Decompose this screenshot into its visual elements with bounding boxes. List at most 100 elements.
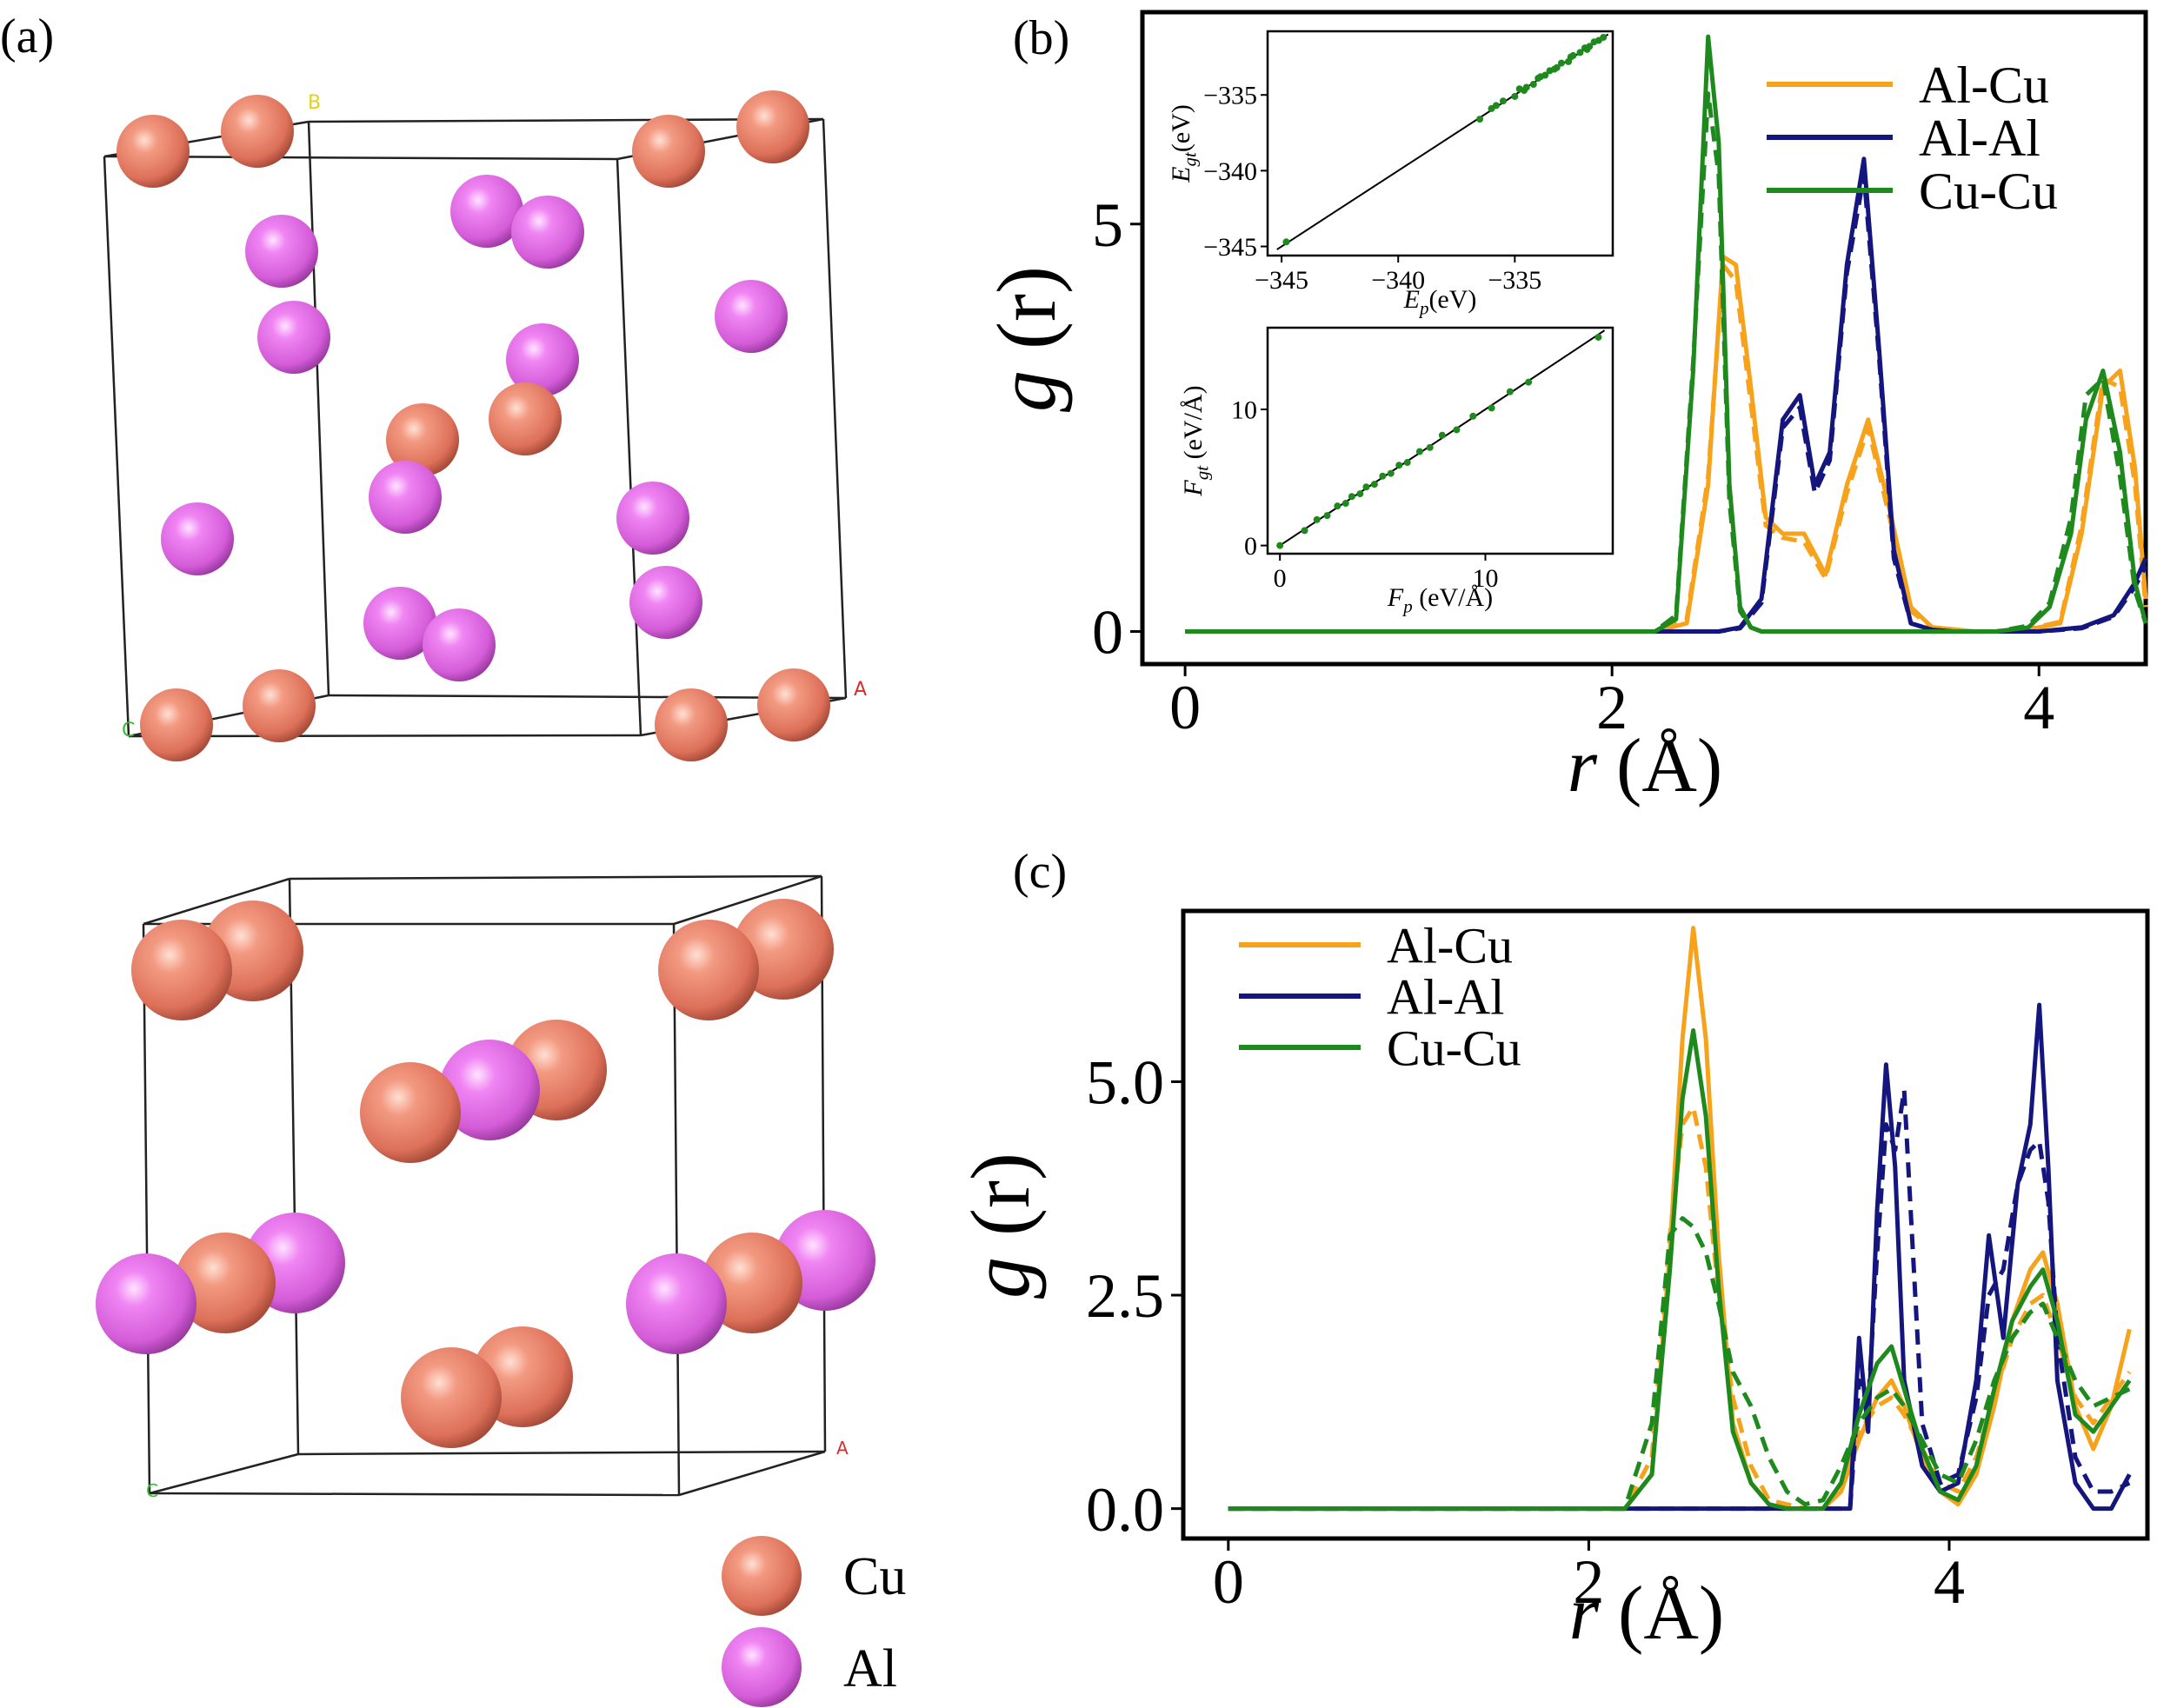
cu-atom	[360, 1062, 461, 1163]
inset-point	[1488, 404, 1495, 412]
cu-atom	[243, 669, 316, 742]
inset-x-axis-label: Ep(eV)	[1403, 285, 1477, 319]
inset-point	[1525, 378, 1533, 386]
x-axis-label: r (Å)	[1568, 724, 1722, 808]
x-tick-label: 4	[2023, 673, 2054, 742]
series-cu-cu-solid	[1228, 1028, 2132, 1512]
inset-point	[1536, 73, 1544, 81]
al-atom	[629, 566, 702, 639]
al-atom	[369, 461, 442, 534]
x-tick-label: 2	[1596, 673, 1628, 742]
inset-point	[1453, 426, 1461, 434]
axis-marker-a: A	[854, 679, 867, 701]
series-cu-cu-dashed	[1185, 91, 2148, 634]
y-tick-label: 5	[1092, 190, 1123, 260]
cu-atom	[175, 1233, 276, 1333]
inset-x-tick-label: −335	[1488, 266, 1541, 295]
legend-label-al-al: Al-Al	[1919, 110, 2040, 167]
cu-atom	[757, 668, 830, 741]
y-axis-label: g (r)	[980, 266, 1073, 412]
legend-label-al-cu: Al-Cu	[1919, 56, 2049, 114]
al-atom	[450, 175, 523, 248]
legend-label-cu-cu: Cu-Cu	[1387, 1020, 1521, 1076]
inset-x-tick-label: 0	[1274, 564, 1287, 593]
inset-point	[1438, 431, 1446, 439]
al-atom	[257, 301, 330, 374]
inset-point	[1313, 515, 1321, 523]
legend-label-al-cu: Al-Cu	[1387, 917, 1513, 974]
inset-point	[1348, 493, 1355, 501]
inset-point	[1594, 333, 1602, 341]
cu-atom	[117, 115, 190, 188]
cu-atom	[658, 920, 759, 1020]
cu-atom	[736, 90, 809, 163]
cu-atom	[140, 688, 213, 761]
top-cell-atoms	[117, 90, 830, 761]
inset-point	[1362, 483, 1370, 491]
cu-atom	[401, 1347, 502, 1448]
inset-y-tick-label: 10	[1231, 395, 1257, 424]
x-tick-label: 4	[1934, 1547, 1965, 1617]
cu-atom	[131, 920, 232, 1020]
inset-point	[1403, 459, 1411, 467]
al-legend-label: Al	[843, 1639, 897, 1698]
al-legend-icon	[722, 1627, 802, 1707]
inset-point	[1583, 45, 1591, 53]
al-atom	[715, 280, 788, 353]
legend-label-al-al: Al-Al	[1387, 968, 1504, 1025]
series-al-al-dashed	[1228, 1087, 2131, 1512]
inset-point	[1276, 542, 1284, 549]
axis-marker-c-bottom: C	[146, 1480, 158, 1501]
panel-a-label: (a)	[0, 10, 54, 63]
inset-point	[1301, 527, 1308, 535]
inset-point	[1550, 65, 1558, 73]
inset-point	[1529, 81, 1537, 89]
legend-label-cu-cu: Cu-Cu	[1919, 163, 2058, 220]
cu-legend-icon	[722, 1536, 802, 1616]
panel-b-label: (b)	[1013, 11, 1069, 65]
x-axis-label: r (Å)	[1569, 1572, 1724, 1656]
inset-point	[1282, 238, 1290, 246]
inset-point	[1387, 469, 1395, 477]
inset-y-tick-label: −345	[1203, 233, 1257, 262]
axis-marker-a-bottom: A	[836, 1438, 849, 1459]
atom-legend: Cu Al	[722, 1536, 906, 1707]
inset-x-tick-label: 10	[1472, 564, 1498, 593]
inset-point	[1506, 388, 1514, 395]
cu-atom	[489, 382, 562, 455]
al-atom	[96, 1253, 196, 1354]
y-tick-label: 0	[1092, 598, 1123, 668]
axis-marker-b: B	[308, 92, 321, 114]
al-atom	[626, 1253, 727, 1354]
inset-point	[1395, 462, 1403, 469]
inset-x-axis-label: Fp (eV/Å)	[1387, 583, 1493, 617]
inset-y-axis-label: Fgt (eV/Å)	[1179, 385, 1213, 496]
inset-point	[1499, 97, 1507, 105]
inset-y-tick-label: 0	[1244, 532, 1257, 561]
al-atom	[245, 215, 318, 288]
inset-point	[1600, 33, 1608, 41]
inset-point	[1469, 412, 1477, 420]
series-al-cu-solid	[1228, 926, 2132, 1512]
cu-atom	[386, 403, 459, 476]
inset-x-tick-label: −340	[1371, 266, 1425, 295]
inset-point	[1356, 490, 1364, 498]
inset-point	[1557, 59, 1565, 67]
series-al-al-dashed	[1185, 173, 2148, 634]
inset-point	[1511, 92, 1519, 100]
bottom-cell-atoms	[96, 899, 875, 1448]
inset-point	[1323, 512, 1331, 520]
inset-point	[1341, 500, 1349, 508]
plot-frame	[1181, 908, 2150, 1541]
al-atom	[506, 323, 579, 396]
inset-point	[1476, 116, 1484, 123]
panel-c-label: (c)	[1013, 845, 1067, 899]
al-atom	[161, 502, 234, 575]
inset-y-axis-label: Egt(eV)	[1167, 104, 1201, 183]
x-tick-label: 0	[1169, 673, 1201, 742]
inset-y-tick-label: −340	[1203, 157, 1257, 186]
